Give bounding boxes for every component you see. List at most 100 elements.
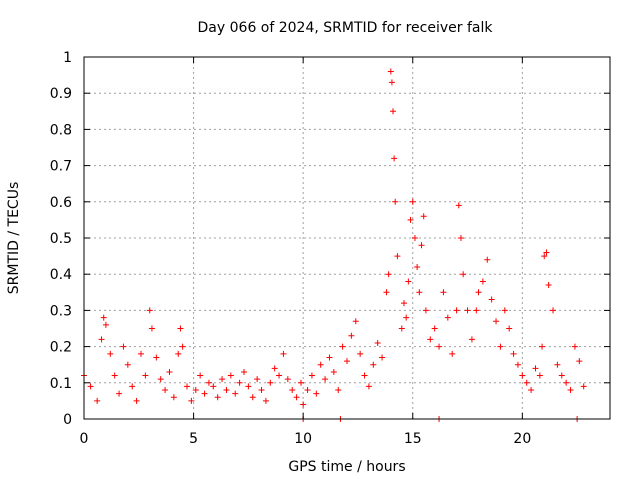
data-point (313, 390, 320, 397)
data-point (184, 383, 191, 390)
y-tick-label: 0 (63, 412, 72, 428)
data-point (267, 379, 274, 386)
y-axis-label: SRMTID / TECUs (6, 182, 22, 295)
x-tick-label: 0 (80, 431, 89, 447)
data-point (420, 213, 427, 220)
data-point (414, 263, 421, 270)
data-point (519, 372, 526, 379)
data-point (254, 376, 261, 383)
data-point (170, 394, 177, 401)
data-point (558, 372, 565, 379)
data-point (146, 307, 153, 314)
data-point (232, 390, 239, 397)
data-point (107, 350, 114, 357)
data-point (545, 282, 552, 289)
data-point (407, 216, 414, 223)
data-point (479, 278, 486, 285)
data-point (166, 368, 173, 375)
x-tick-label: 20 (513, 431, 531, 447)
data-point (330, 368, 337, 375)
data-point (317, 361, 324, 368)
data-point (271, 365, 278, 372)
data-point (98, 336, 105, 343)
data-point (227, 372, 234, 379)
data-point (392, 198, 399, 205)
data-point (339, 343, 346, 350)
data-point (111, 372, 118, 379)
data-point (326, 354, 333, 361)
data-point (501, 307, 508, 314)
data-point (539, 343, 546, 350)
data-point (400, 300, 407, 307)
data-point (394, 253, 401, 260)
data-point (297, 379, 304, 386)
data-point (576, 358, 583, 365)
y-tick-label: 0.8 (50, 122, 72, 138)
data-point (137, 350, 144, 357)
data-point (129, 383, 136, 390)
data-point (383, 289, 390, 296)
y-tick-label: 0.1 (50, 376, 72, 392)
data-points (81, 68, 587, 422)
data-point (554, 361, 561, 368)
data-point (177, 325, 184, 332)
data-point (528, 387, 535, 394)
data-point (468, 336, 475, 343)
data-point (457, 235, 464, 241)
data-point (142, 372, 149, 379)
data-point (249, 394, 256, 401)
data-point (388, 79, 395, 86)
y-tick-label: 1 (63, 50, 72, 66)
data-point (179, 343, 186, 350)
data-point (440, 289, 447, 296)
data-point (293, 394, 300, 401)
data-point (455, 202, 462, 209)
data-point (453, 307, 460, 314)
data-point (567, 387, 574, 394)
data-point (427, 336, 434, 343)
data-point (322, 376, 329, 383)
data-point (192, 387, 199, 394)
data-point (523, 379, 530, 386)
data-point (280, 350, 287, 357)
data-point (514, 361, 521, 368)
data-point (289, 387, 296, 394)
y-tick-label: 0.7 (50, 159, 72, 175)
x-tick-label: 10 (294, 431, 312, 447)
chart-title: Day 066 of 2024, SRMTID for receiver fal… (198, 20, 494, 36)
data-point (153, 354, 160, 361)
data-point (460, 271, 467, 278)
data-point (391, 155, 398, 162)
data-point (379, 354, 386, 361)
data-point (352, 318, 359, 325)
data-point (240, 368, 247, 375)
data-point (245, 383, 252, 390)
data-point (304, 387, 311, 394)
data-point (444, 314, 451, 321)
data-point (418, 242, 425, 249)
data-point (94, 397, 101, 404)
data-point (365, 383, 372, 390)
data-point (361, 372, 368, 379)
data-point (210, 383, 217, 390)
data-point (431, 325, 438, 332)
y-tick-label: 0.4 (50, 267, 72, 283)
data-point (236, 379, 243, 386)
data-point (148, 325, 155, 332)
y-tick-label: 0.6 (50, 195, 72, 211)
data-point (162, 387, 169, 394)
data-point (398, 325, 405, 332)
data-point (214, 394, 221, 401)
data-point (348, 332, 355, 339)
y-tick-label: 0.2 (50, 340, 72, 356)
data-point (219, 376, 226, 383)
data-point (205, 379, 212, 386)
data-point (409, 198, 416, 205)
y-tick-label: 0.5 (50, 231, 72, 247)
data-point (411, 235, 418, 241)
data-point (120, 343, 127, 350)
data-point (484, 256, 491, 263)
data-point (387, 68, 394, 75)
data-point (197, 372, 204, 379)
